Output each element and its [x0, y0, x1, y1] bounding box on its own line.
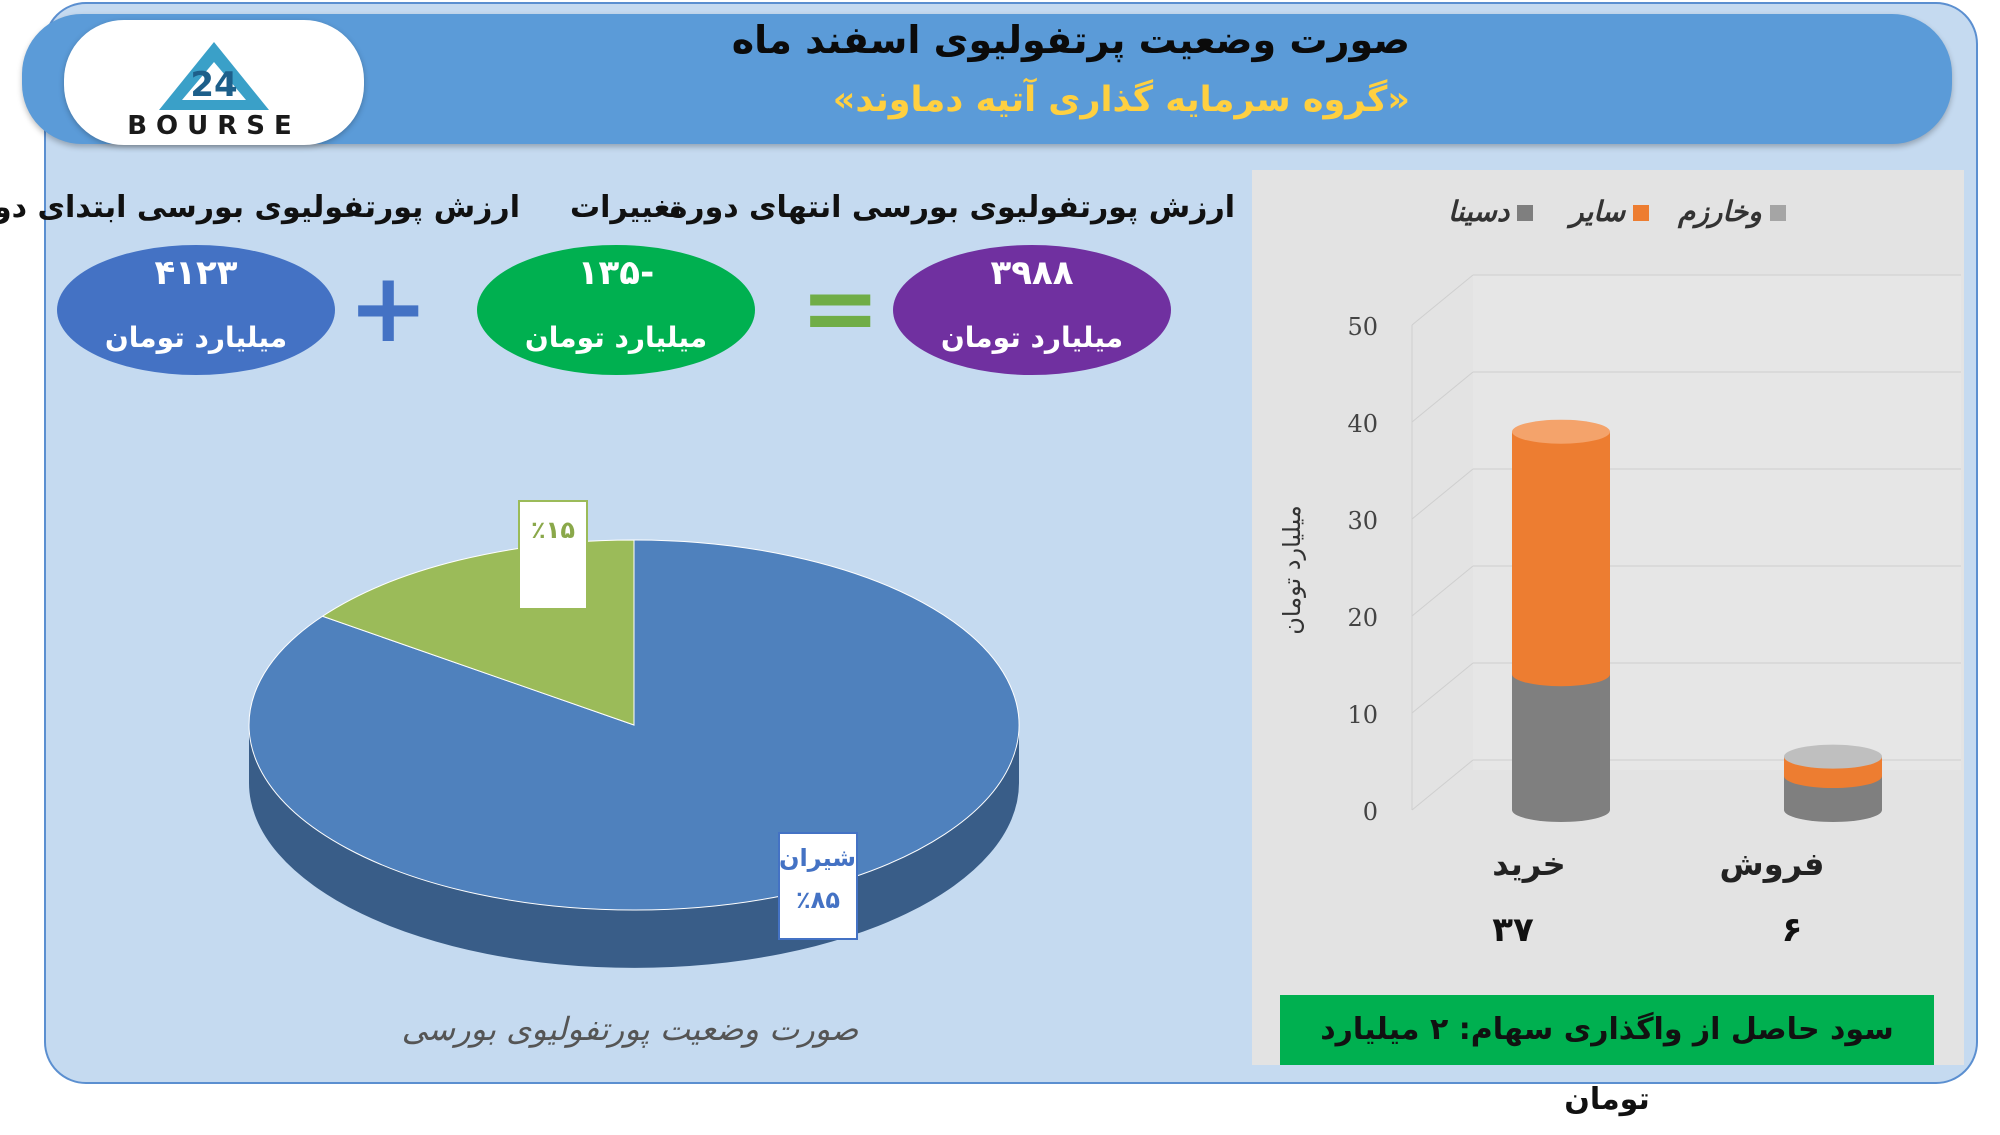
- plus-sign: +: [348, 252, 429, 364]
- portfolio-pie-chart: [230, 480, 1030, 1004]
- end-value-label: ارزش پورتفولیوی بورسی انتهای دوره: [669, 190, 1235, 225]
- pie-svg: [248, 539, 1020, 968]
- legend-swatch-other: [1633, 205, 1650, 221]
- legend-item-dasina: دسینا: [1448, 195, 1534, 228]
- start-value: ۴۱۲۳: [154, 253, 238, 293]
- pie-label-shiran: شیران ٪۸۵: [778, 832, 858, 940]
- category-total-sell: ۶: [1781, 910, 1803, 950]
- legend-swatch-dasina: [1517, 205, 1534, 221]
- end-unit: میلیارد تومان: [940, 321, 1124, 354]
- logo-text: BOURSE: [127, 111, 301, 141]
- bourse-logo: 24 BOURSE: [64, 20, 364, 145]
- legend-item-vakharazm: وخارزم: [1678, 195, 1786, 228]
- category-label-sell: فروش: [1719, 845, 1825, 883]
- category-label-buy: خرید: [1492, 845, 1566, 883]
- profit-footer: سود حاصل از واگذاری سهام: ۲ میلیارد توما…: [1280, 995, 1934, 1117]
- legend-label-dasina: دسینا: [1448, 195, 1510, 228]
- change-label: تغییرات: [570, 190, 682, 225]
- equals-sign: =: [800, 252, 881, 364]
- end-value: ۳۹۸۸: [990, 253, 1074, 293]
- page-subtitle: «گروه سرمایه گذاری آتیه دماوند»: [832, 80, 1410, 120]
- legend-label-other: سایر: [1570, 195, 1626, 228]
- pie-label-shiran-name: شیران: [778, 844, 856, 872]
- pie-label-shiran-value: ٪۸۵: [796, 886, 840, 914]
- change-value-ellipse: -۱۳۵ میلیارد تومان: [477, 245, 755, 375]
- pie-caption: صورت وضعیت پورتفولیوی بورسی: [401, 1010, 859, 1048]
- category-total-buy: ۳۷: [1492, 910, 1534, 950]
- legend-label-vakharazm: وخارزم: [1678, 195, 1762, 228]
- svg-text:24: 24: [190, 65, 237, 105]
- start-unit: میلیارد تومان: [104, 321, 288, 354]
- logo-mark-icon: 24 BOURSE: [127, 42, 301, 141]
- start-value-ellipse: ۴۱۲۳ میلیارد تومان: [57, 245, 335, 375]
- page-title: صورت وضعیت پرتفولیوی اسفند ماه: [731, 18, 1410, 62]
- change-unit: میلیارد تومان: [524, 321, 708, 354]
- legend-item-other: سایر: [1570, 195, 1650, 228]
- start-value-label: ارزش پورتفولیوی بورسی ابتدای دوره: [0, 190, 520, 225]
- pie-label-other: ٪۱۵: [518, 500, 588, 610]
- end-value-ellipse: ۳۹۸۸ میلیارد تومان: [893, 245, 1171, 375]
- legend-swatch-vakharazm: [1769, 205, 1786, 221]
- change-value: -۱۳۵: [577, 253, 655, 293]
- pie-label-other-value: ٪۱۵: [531, 516, 575, 544]
